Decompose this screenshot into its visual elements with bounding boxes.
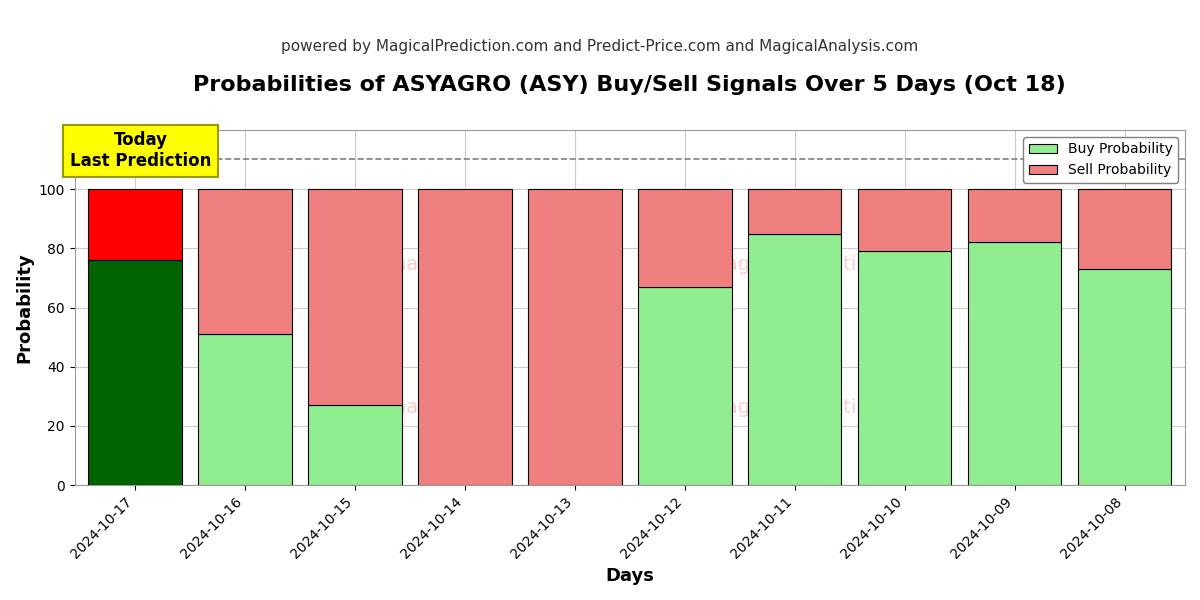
Bar — [419, 189, 511, 485]
X-axis label: Days: Days — [605, 567, 654, 585]
Text: Today
Last Prediction: Today Last Prediction — [70, 131, 211, 170]
Text: MagicalAnalysis.com: MagicalAnalysis.com — [306, 398, 509, 416]
Bar — [1078, 269, 1171, 485]
Bar — [968, 242, 1061, 485]
Bar — [638, 189, 732, 287]
Title: Probabilities of ASYAGRO (ASY) Buy/Sell Signals Over 5 Days (Oct 18): Probabilities of ASYAGRO (ASY) Buy/Sell … — [193, 75, 1067, 95]
Bar — [89, 189, 182, 260]
Bar — [198, 334, 292, 485]
Bar — [858, 251, 952, 485]
Bar — [89, 260, 182, 485]
Bar — [858, 189, 952, 251]
Bar — [528, 189, 622, 485]
Legend: Buy Probability, Sell Probability: Buy Probability, Sell Probability — [1024, 137, 1178, 183]
Bar — [198, 189, 292, 334]
Y-axis label: Probability: Probability — [16, 252, 34, 363]
Bar — [968, 189, 1061, 242]
Text: MagicalPrediction.com: MagicalPrediction.com — [709, 256, 929, 274]
Bar — [638, 287, 732, 485]
Bar — [748, 233, 841, 485]
Bar — [308, 405, 402, 485]
Text: MagicalAnalysis.com: MagicalAnalysis.com — [306, 256, 509, 274]
Bar — [748, 189, 841, 233]
Bar — [1078, 189, 1171, 269]
Text: MagicalPrediction.com: MagicalPrediction.com — [709, 398, 929, 416]
Text: powered by MagicalPrediction.com and Predict-Price.com and MagicalAnalysis.com: powered by MagicalPrediction.com and Pre… — [281, 39, 919, 54]
Bar — [308, 189, 402, 405]
